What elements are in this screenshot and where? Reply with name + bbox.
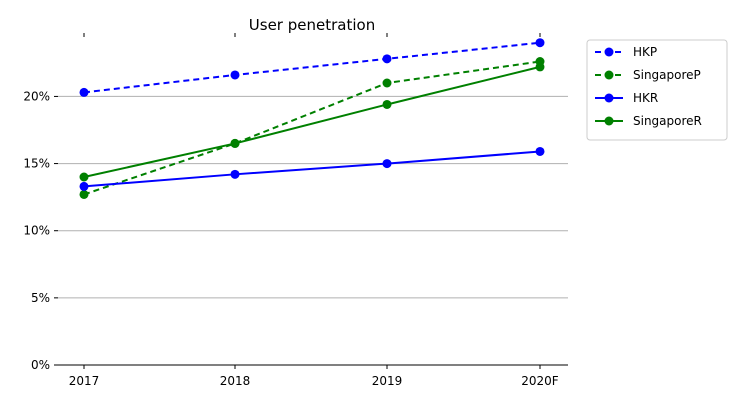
x-tick-label: 2018 xyxy=(220,374,251,388)
series-line-hkp xyxy=(83,41,541,94)
data-point-hkp xyxy=(230,70,240,80)
y-tick-label: 15% xyxy=(23,157,50,171)
legend-swatch-marker xyxy=(604,70,614,80)
y-tick-label: 5% xyxy=(31,291,50,305)
legend: HKP SingaporeP HKR SingaporeR xyxy=(586,39,728,141)
data-point-singaporer xyxy=(230,138,240,148)
data-point-hkp xyxy=(79,87,89,97)
legend-swatch-marker xyxy=(604,47,614,57)
legend-box xyxy=(586,39,728,141)
x-tick-label: 2017 xyxy=(69,374,100,388)
y-tick-label: 0% xyxy=(31,358,50,372)
series-line-hkr xyxy=(83,150,541,188)
x-tick-label: 2020F xyxy=(521,374,559,388)
data-point-hkr xyxy=(535,146,545,156)
legend-label: HKP xyxy=(633,45,657,59)
data-point-singaporer xyxy=(535,62,545,72)
data-point-hkp xyxy=(382,54,392,64)
data-point-singaporer xyxy=(382,99,392,109)
data-point-singaporep xyxy=(382,78,392,88)
axes: 0% 5% 10% 15% 20% 2017 2018 2019 2020F xyxy=(23,33,568,388)
series-lines xyxy=(79,38,545,199)
series-line-singaporep xyxy=(83,60,541,196)
data-point-hkp xyxy=(535,38,545,48)
series-line-singaporer xyxy=(83,65,541,178)
data-point-singaporep xyxy=(79,189,89,199)
data-point-hkr xyxy=(382,159,392,169)
legend-swatch-marker xyxy=(604,93,614,103)
data-point-singaporer xyxy=(79,172,89,182)
legend-label: SingaporeR xyxy=(633,114,702,128)
x-tick-label: 2019 xyxy=(372,374,403,388)
y-tick-label: 10% xyxy=(23,224,50,238)
grid-lines xyxy=(58,95,568,299)
data-point-hkr xyxy=(79,181,89,191)
y-tick-label: 20% xyxy=(23,89,50,103)
data-point-hkr xyxy=(230,169,240,179)
legend-label: SingaporeP xyxy=(633,68,701,82)
chart-title: User penetration xyxy=(249,16,375,34)
legend-label: HKR xyxy=(633,91,658,105)
legend-swatch-marker xyxy=(604,116,614,126)
